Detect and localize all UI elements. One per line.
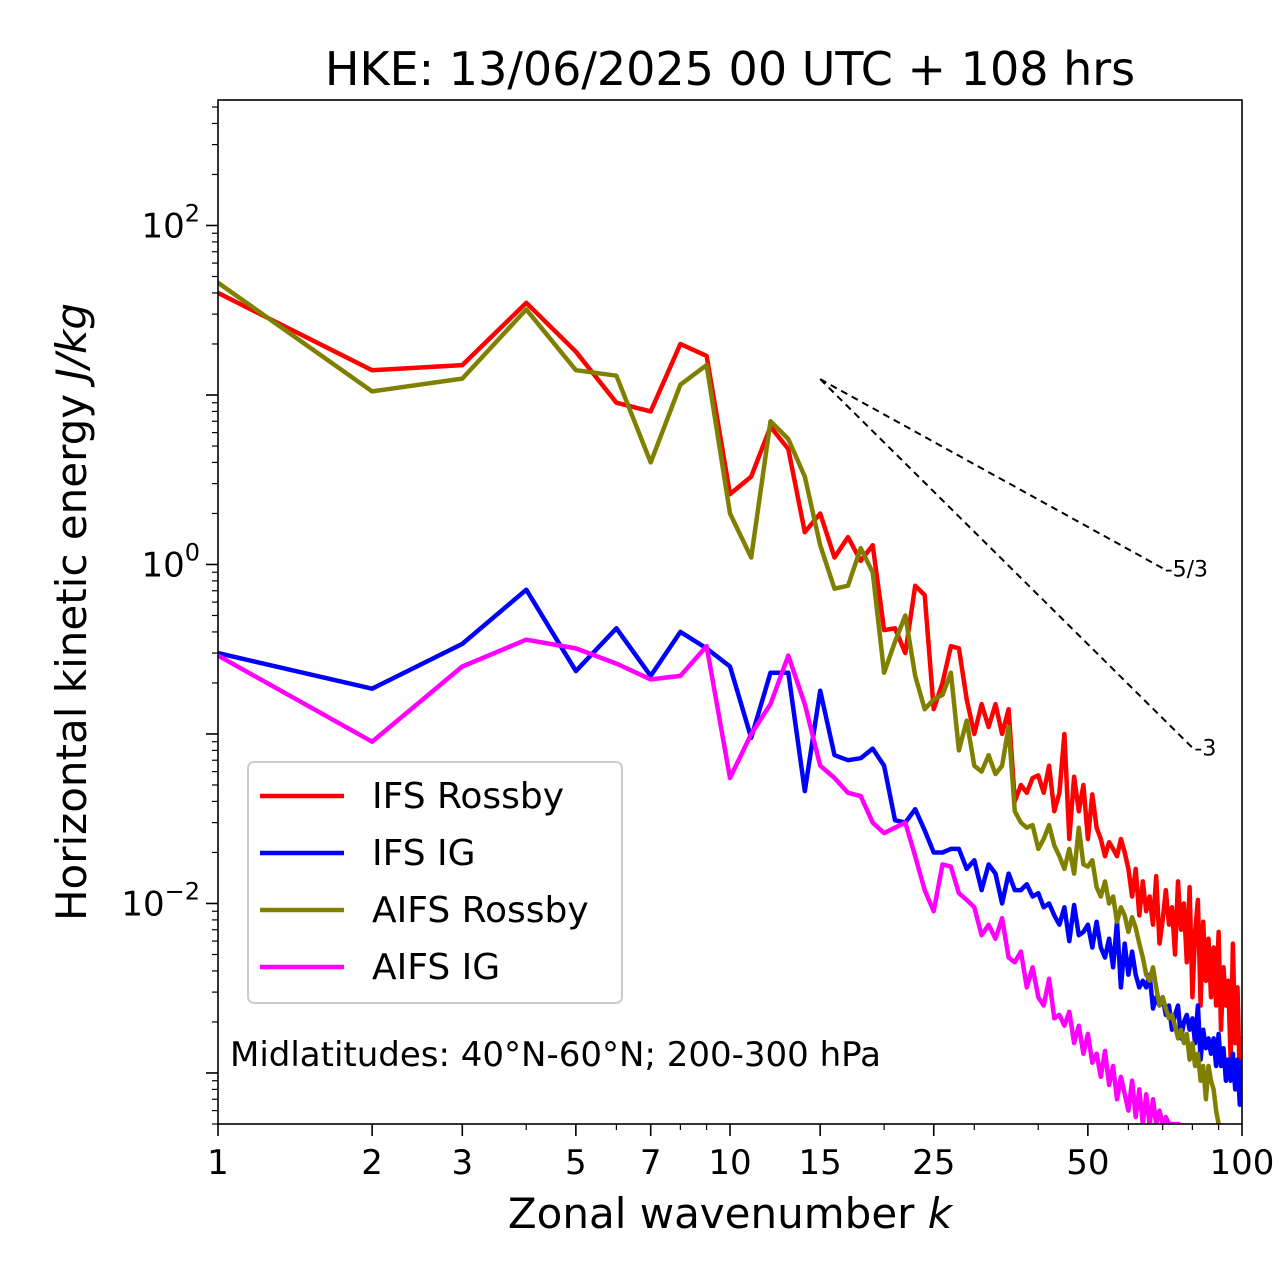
x-tick-label: 5 — [565, 1143, 587, 1183]
legend: IFS Rossby IFS IG AIFS Rossby AIFS IG — [247, 761, 623, 1004]
series-lines — [218, 279, 1242, 1124]
legend-label: AIFS IG — [372, 947, 500, 988]
x-tick-label: 15 — [799, 1143, 842, 1183]
y-axis-label: Horizontal kinetic energy J/kg — [47, 303, 96, 921]
chart-title: HKE: 13/06/2025 00 UTC + 108 hrs — [325, 42, 1135, 96]
series-line-ifs-rossby — [218, 290, 1242, 1083]
series-line-ifs-ig — [218, 587, 1242, 1107]
region-annotation: Midlatitudes: 40°N-60°N; 200-300 hPa — [230, 1035, 881, 1075]
legend-frame — [247, 761, 623, 1004]
x-tick-label: 2 — [361, 1143, 383, 1183]
series-line-aifs-rossby — [218, 279, 1221, 1124]
reference-slope-lines: -5/3 -3 — [819, 378, 1216, 762]
reference-slope-label: -5/3 — [1165, 557, 1208, 582]
reference-slope-line — [819, 378, 1194, 749]
y-tick-exponent: −2 — [165, 877, 200, 905]
axes-ticks — [206, 106, 1243, 1136]
x-axis-label: Zonal wavenumber k — [508, 1189, 954, 1238]
x-tick-label: 1 — [207, 1143, 229, 1183]
y-tick-exponent: 0 — [185, 538, 200, 566]
y-tick-base: 10 — [121, 884, 164, 924]
x-tick-label: 50 — [1066, 1143, 1109, 1183]
y-tick-base: 10 — [141, 206, 184, 246]
series-line-aifs-ig — [218, 637, 1181, 1124]
legend-label: IFS IG — [372, 833, 476, 874]
x-tick-label: 25 — [912, 1143, 955, 1183]
y-tick-label: 10−2 — [121, 877, 200, 924]
y-tick-base: 10 — [141, 545, 184, 585]
x-tick-label: 100 — [1210, 1143, 1275, 1183]
x-tick-label: 10 — [708, 1143, 751, 1183]
y-tick-label: 102 — [141, 199, 200, 246]
legend-label: IFS Rossby — [372, 776, 564, 817]
x-tick-label: 7 — [640, 1143, 662, 1183]
reference-slope-label: -3 — [1194, 737, 1216, 762]
y-tick-label: 100 — [141, 538, 200, 585]
reference-slope-line — [819, 378, 1164, 570]
y-tick-exponent: 2 — [185, 199, 200, 227]
x-tick-label: 3 — [451, 1143, 473, 1183]
legend-label: AIFS Rossby — [372, 890, 589, 931]
plot-frame — [217, 99, 1243, 1125]
